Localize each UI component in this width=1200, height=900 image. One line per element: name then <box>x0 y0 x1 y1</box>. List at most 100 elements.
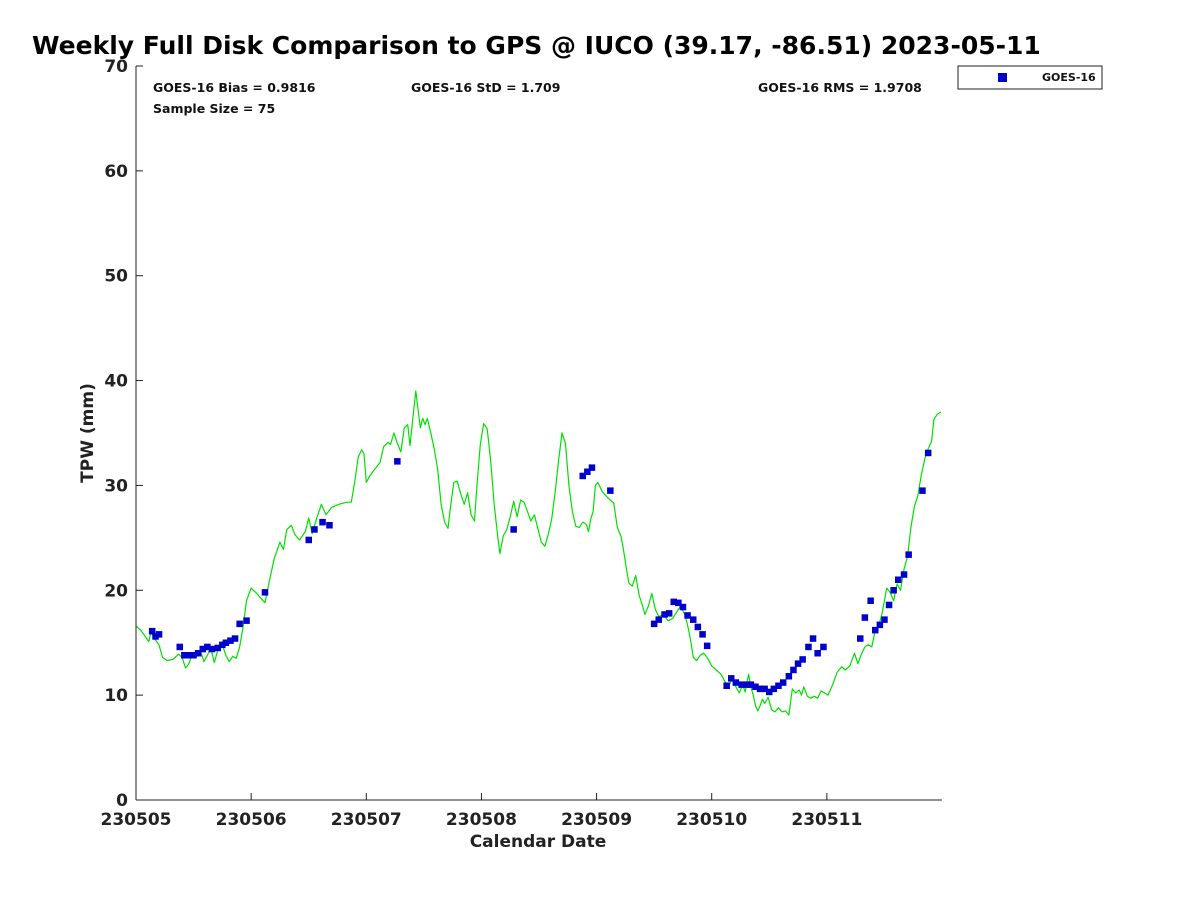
goes-16-point <box>785 673 793 680</box>
goes-16-point <box>794 660 802 667</box>
y-axis-label: TPW (mm) <box>78 383 98 483</box>
goes-16-point <box>872 626 879 634</box>
x-axis-label: Calendar Date <box>470 832 607 852</box>
goes-16-point <box>326 522 333 529</box>
goes-16-point <box>900 571 908 578</box>
goes-16-point <box>222 639 230 646</box>
goes-16-point <box>809 635 817 642</box>
goes-16-point <box>650 620 658 628</box>
goes-16-point <box>236 620 243 628</box>
goes-16-point <box>231 635 239 642</box>
legend-marker-goes-16 <box>998 73 1007 82</box>
gps-series <box>135 390 942 716</box>
y-tick-label: 40 <box>104 372 128 392</box>
goes-16-point <box>814 650 821 657</box>
x-tick-label: 230509 <box>561 810 632 830</box>
goes-16-point <box>779 679 787 686</box>
goes-16-point <box>766 688 773 696</box>
goes-16-point <box>194 650 202 657</box>
goes-16-point <box>723 682 730 689</box>
goes-16-point <box>919 487 926 494</box>
goes-16-point <box>190 652 197 659</box>
goes-16-point <box>756 685 764 693</box>
goes-16-point <box>148 627 156 635</box>
x-axis-ticks: 230505 230506 230507 230508 230509 230510 2305… <box>101 793 862 830</box>
y-tick-label: 10 <box>104 686 128 706</box>
x-tick-label: 230508 <box>446 810 517 830</box>
goes-16-series <box>148 449 932 696</box>
goes-16-point <box>394 458 401 465</box>
goes-16-point <box>584 468 591 475</box>
goes-16-point <box>176 643 183 651</box>
goes-16-point <box>703 642 711 650</box>
goes-16-point <box>895 576 902 583</box>
stat-bias: GOES-16 Bias = 0.9816 <box>153 80 316 95</box>
y-tick-label: 20 <box>104 581 128 601</box>
goes-16-point <box>319 518 326 526</box>
goes-16-point <box>890 587 897 594</box>
goes-16-point <box>743 681 750 688</box>
y-tick-label: 50 <box>104 267 128 287</box>
goes-16-point <box>790 666 797 674</box>
goes-16-point <box>924 449 932 457</box>
x-tick-label: 230505 <box>101 810 172 830</box>
stat-sample-size: Sample Size = 75 <box>153 101 275 116</box>
legend: GOES-16 <box>957 65 1103 90</box>
goes-16-point <box>761 685 768 693</box>
y-tick-label: 30 <box>104 476 128 496</box>
goes-16-point <box>655 616 662 623</box>
plot-area: 0 10 20 30 40 50 60 70 230505 230506 230507 230508… <box>101 57 942 830</box>
stat-rms: GOES-16 RMS = 1.9708 <box>758 80 922 95</box>
goes-16-point <box>311 526 318 533</box>
goes-16-point <box>204 643 211 651</box>
goes-16-point <box>243 617 250 624</box>
goes-16-point <box>261 589 269 596</box>
goes-16-point <box>675 599 682 607</box>
goes-16-point <box>881 616 888 623</box>
goes-16-point <box>181 652 188 659</box>
goes-16-point <box>699 631 706 638</box>
goes-16-point <box>208 645 216 653</box>
goes-16-point <box>661 611 668 618</box>
goes-16-point <box>867 597 874 604</box>
legend-label-goes-16: GOES-16 <box>1042 71 1096 84</box>
goes-16-point <box>799 656 806 663</box>
goes-16-point <box>579 472 586 480</box>
y-axis-ticks: 0 10 20 30 40 50 60 70 <box>104 57 143 811</box>
goes-16-point <box>679 603 687 611</box>
goes-16-point <box>885 601 893 609</box>
goes-16-point <box>665 610 673 617</box>
goes-16-point <box>728 675 735 682</box>
goes-16-point <box>752 683 759 690</box>
goes-16-point <box>876 621 884 629</box>
x-tick-label: 230506 <box>216 810 287 830</box>
goes-16-point <box>155 631 163 638</box>
goes-16-point <box>690 616 697 623</box>
goes-16-point <box>670 598 677 606</box>
axes-background <box>136 66 942 800</box>
goes-16-point <box>214 644 221 652</box>
chart-title: Weekly Full Disk Comparison to GPS @ IUC… <box>32 31 1041 60</box>
gps-series-line <box>135 390 942 716</box>
goes-16-point <box>152 633 159 640</box>
goes-16-point <box>305 536 312 544</box>
goes-16-point <box>684 612 691 619</box>
goes-16-point <box>820 643 827 651</box>
goes-16-point <box>694 623 702 631</box>
goes-16-point <box>805 643 812 651</box>
goes-16-point <box>857 635 864 642</box>
goes-16-point <box>747 681 755 688</box>
goes-16-point <box>607 487 614 494</box>
goes-16-point <box>199 645 206 653</box>
goes-16-point <box>732 679 740 686</box>
stat-std: GOES-16 StD = 1.709 <box>411 80 560 95</box>
goes-16-point <box>185 652 193 659</box>
legend-box <box>957 65 1103 90</box>
goes-16-point <box>510 526 517 533</box>
y-tick-label: 60 <box>104 162 128 182</box>
goes-16-point <box>861 614 869 621</box>
y-tick-label: 0 <box>116 791 128 811</box>
goes-16-point <box>770 685 778 693</box>
goes-16-point <box>905 551 912 558</box>
